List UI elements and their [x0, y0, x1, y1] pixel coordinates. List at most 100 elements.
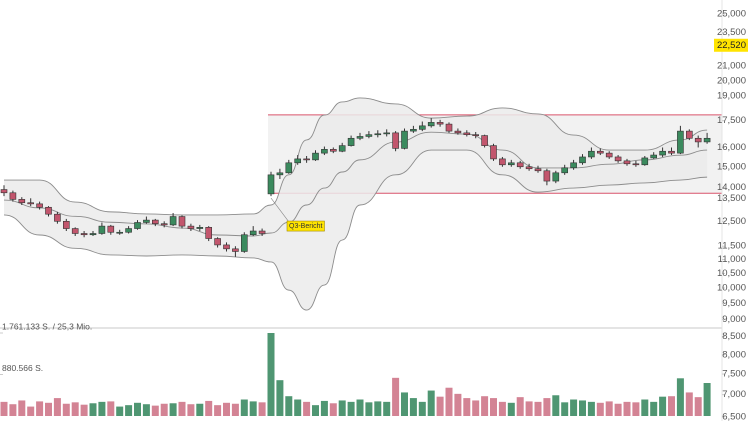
y2-tick-label: 880.566 S. — [2, 363, 43, 373]
candle-body — [383, 132, 391, 135]
volume-bar — [427, 390, 435, 416]
candle-body — [169, 216, 177, 226]
volume-bar — [454, 393, 462, 416]
candle-body — [694, 137, 702, 143]
candle-body — [98, 225, 106, 234]
candle-body — [596, 150, 604, 154]
volume-bar — [196, 403, 204, 416]
candle-body — [534, 168, 542, 172]
candle-body — [276, 172, 284, 176]
volume-bar — [507, 402, 515, 416]
last-price-box — [714, 38, 748, 52]
candle-body — [623, 160, 631, 165]
volume-bar — [53, 398, 61, 416]
candle-body — [27, 202, 35, 205]
candle-body — [62, 220, 70, 229]
axis: 25,000 23,500 21,000 20,000 19,000 17,500 16,0… — [0, 9, 748, 421]
candle-body — [401, 130, 408, 149]
volume-bar — [490, 398, 497, 416]
y-tick-label: 7,500 — [722, 369, 746, 380]
candle-body — [36, 203, 43, 208]
y-tick-label: 17,500 — [717, 115, 746, 126]
y-tick-label: 10,000 — [717, 283, 746, 294]
volume-bar — [365, 402, 373, 416]
volume-bar — [187, 404, 195, 416]
candle-body — [481, 135, 488, 146]
y-tick-label: 12,500 — [717, 216, 746, 227]
volume-bar — [320, 400, 328, 416]
candle-body — [472, 134, 480, 136]
volume-bar — [374, 401, 382, 416]
y-tick-label: 21,000 — [717, 61, 746, 72]
candle-body — [490, 145, 497, 160]
candle-body — [134, 222, 141, 229]
volume-bar — [472, 400, 480, 416]
volume-bar — [543, 398, 551, 416]
y-tick-label: 19,000 — [717, 91, 746, 102]
volume-bar — [98, 401, 106, 416]
candle-body — [561, 167, 569, 174]
candle-body — [125, 228, 132, 233]
volume-bar — [285, 396, 293, 416]
candle-body — [570, 162, 577, 169]
volume-bar — [650, 401, 658, 416]
volume-bar — [659, 396, 667, 416]
y-tick-label: 16,000 — [717, 142, 746, 153]
candle-body — [641, 157, 649, 166]
last-price-label: 22,520 — [717, 40, 746, 51]
price-panel: Q3-Bericht — [0, 97, 722, 311]
candle-body — [579, 156, 586, 164]
volume-bar — [231, 403, 239, 416]
volume-bar — [703, 383, 711, 416]
candle-body — [525, 166, 533, 170]
candle-body — [321, 149, 328, 154]
band-middle — [3, 131, 708, 237]
candle-body — [463, 132, 471, 135]
volume-bar — [223, 402, 230, 416]
candle-body — [80, 233, 88, 236]
y2-tick-label: 1.761.133 S. / 25,3 Mio. — [2, 321, 92, 331]
volume-bar — [641, 399, 649, 416]
y-tick-label: 23,500 — [717, 27, 746, 38]
candle-body — [668, 150, 675, 154]
volume-bar — [436, 396, 444, 416]
volume-bar — [240, 399, 248, 416]
candle-body — [374, 133, 382, 136]
candle-body — [329, 149, 337, 152]
candle-body — [285, 162, 293, 174]
candle-body — [338, 145, 346, 152]
y-tick-label: 15,000 — [717, 161, 746, 172]
volume-bar — [80, 404, 88, 416]
candle-body — [232, 248, 239, 252]
volume-bar — [614, 403, 622, 416]
volume-bar — [596, 402, 604, 416]
volume-bar — [418, 401, 426, 416]
volume-bar — [89, 403, 97, 416]
candle-body — [427, 122, 435, 127]
volume-bar — [481, 396, 489, 416]
candle-body — [45, 206, 52, 215]
annotation-text: Q3-Bericht — [289, 223, 323, 230]
volume-bar — [329, 403, 337, 416]
volume-bar — [18, 400, 26, 416]
candle-body — [418, 125, 426, 130]
candle-body — [499, 158, 506, 166]
volume-bar — [676, 378, 684, 416]
volume-bar — [561, 402, 569, 416]
candle-body — [507, 162, 515, 166]
candle-body — [347, 137, 355, 146]
candle-body — [178, 216, 186, 227]
candle-body — [160, 223, 168, 226]
candle-body — [267, 174, 275, 195]
volume-bar — [142, 404, 150, 416]
candle-body — [614, 156, 622, 162]
volume-bar — [623, 401, 631, 416]
y-tick-label: 13,500 — [717, 193, 746, 204]
volume-bar — [107, 401, 115, 416]
volume-bar — [267, 333, 275, 416]
volume-bar — [392, 377, 400, 416]
y-tick-label: 7,000 — [722, 389, 746, 400]
volume-bar — [445, 387, 453, 416]
volume-bar — [125, 405, 133, 416]
